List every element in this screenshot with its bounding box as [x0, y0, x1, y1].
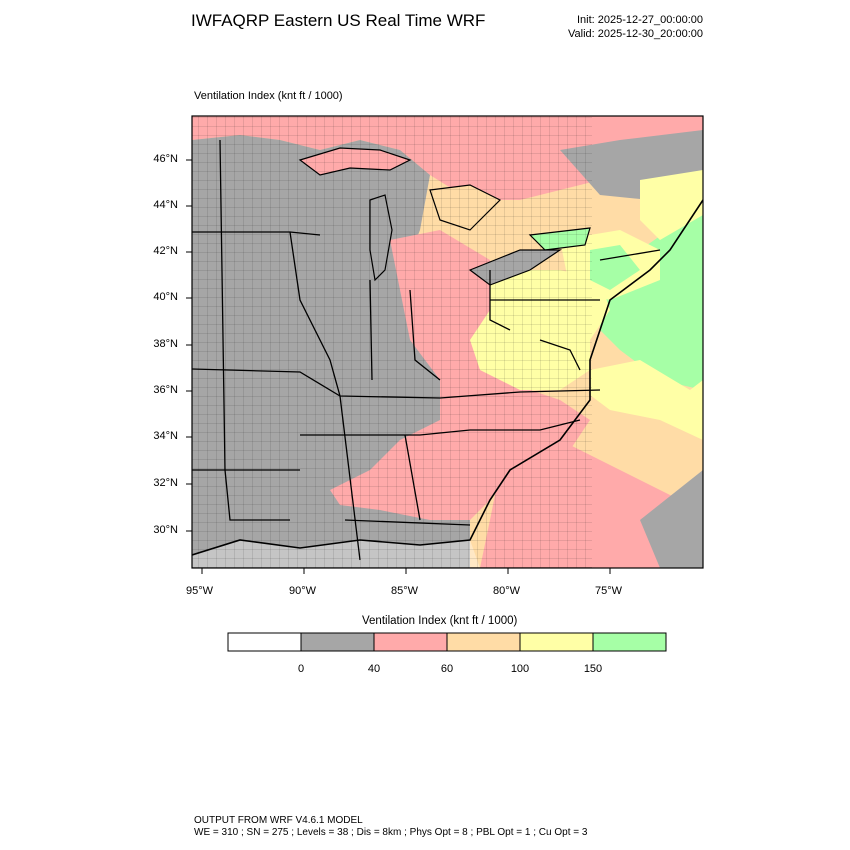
lat-label: 44°N — [153, 199, 178, 211]
lon-label: 90°W — [289, 585, 317, 597]
newengland-green-patch — [590, 245, 640, 290]
colorbar-title: Ventilation Index (knt ft / 1000) — [362, 615, 518, 627]
colorbar — [227, 632, 667, 652]
lake-erie-outline — [468, 249, 562, 286]
atlantic-green-region — [600, 200, 703, 390]
lake-superior-outline — [298, 147, 412, 176]
colorbar-label: 100 — [510, 663, 530, 675]
county-lines — [192, 116, 592, 568]
lat-label: 34°N — [153, 430, 178, 442]
footer-line-1: OUTPUT FROM WRF V4.6.1 MODEL — [194, 815, 363, 826]
map-fill — [192, 116, 703, 568]
colorbar-box-pink — [373, 632, 448, 652]
colorbar-box-white — [227, 632, 302, 652]
valid-time: Valid: 2025-12-30_20:00:00 — [568, 28, 703, 40]
colorbar-label: 0 — [297, 663, 305, 675]
lat-label: 38°N — [153, 338, 178, 350]
coastline — [192, 199, 703, 556]
lat-label: 40°N — [153, 291, 178, 303]
plot-title: IWFAQRP Eastern US Real Time WRF — [191, 11, 486, 30]
colorbar-box-peach — [446, 632, 521, 652]
colorbar-box-yellow — [519, 632, 594, 652]
lake-huron-outline — [429, 184, 502, 231]
lat-ticks — [186, 159, 192, 532]
lat-label: 30°N — [153, 524, 178, 536]
colorbar-label: 150 — [583, 663, 603, 675]
lon-label: 85°W — [391, 585, 419, 597]
lat-label: 32°N — [153, 477, 178, 489]
offshore-gray-region — [640, 470, 703, 568]
lake-michigan-outline — [369, 194, 393, 282]
lat-label: 36°N — [153, 384, 178, 396]
lat-label: 42°N — [153, 245, 178, 257]
lon-label: 95°W — [186, 585, 214, 597]
lon-label: 75°W — [595, 585, 623, 597]
map-frame — [191, 115, 704, 569]
time-info: Init: 2025-12-27_00:00:00 Valid: 2025-12… — [568, 13, 703, 41]
field-label: Ventilation Index (knt ft / 1000) — [194, 90, 343, 102]
state-boundaries — [192, 139, 661, 561]
colorbar-label: 40 — [367, 663, 381, 675]
colorbar-box-green — [592, 632, 667, 652]
lon-ticks — [201, 568, 611, 574]
lon-label: 80°W — [493, 585, 521, 597]
offshore-yellow-region — [590, 360, 703, 440]
footer-line-2: WE = 310 ; SN = 275 ; Levels = 38 ; Dis … — [194, 827, 588, 838]
model-footer: OUTPUT FROM WRF V4.6.1 MODEL WE = 310 ; … — [194, 815, 587, 839]
init-time: Init: 2025-12-27_00:00:00 — [577, 14, 703, 26]
lat-label: 46°N — [153, 153, 178, 165]
lake-ontario-outline — [528, 227, 591, 251]
colorbar-label: 60 — [440, 663, 454, 675]
colorbar-box-gray — [300, 632, 375, 652]
